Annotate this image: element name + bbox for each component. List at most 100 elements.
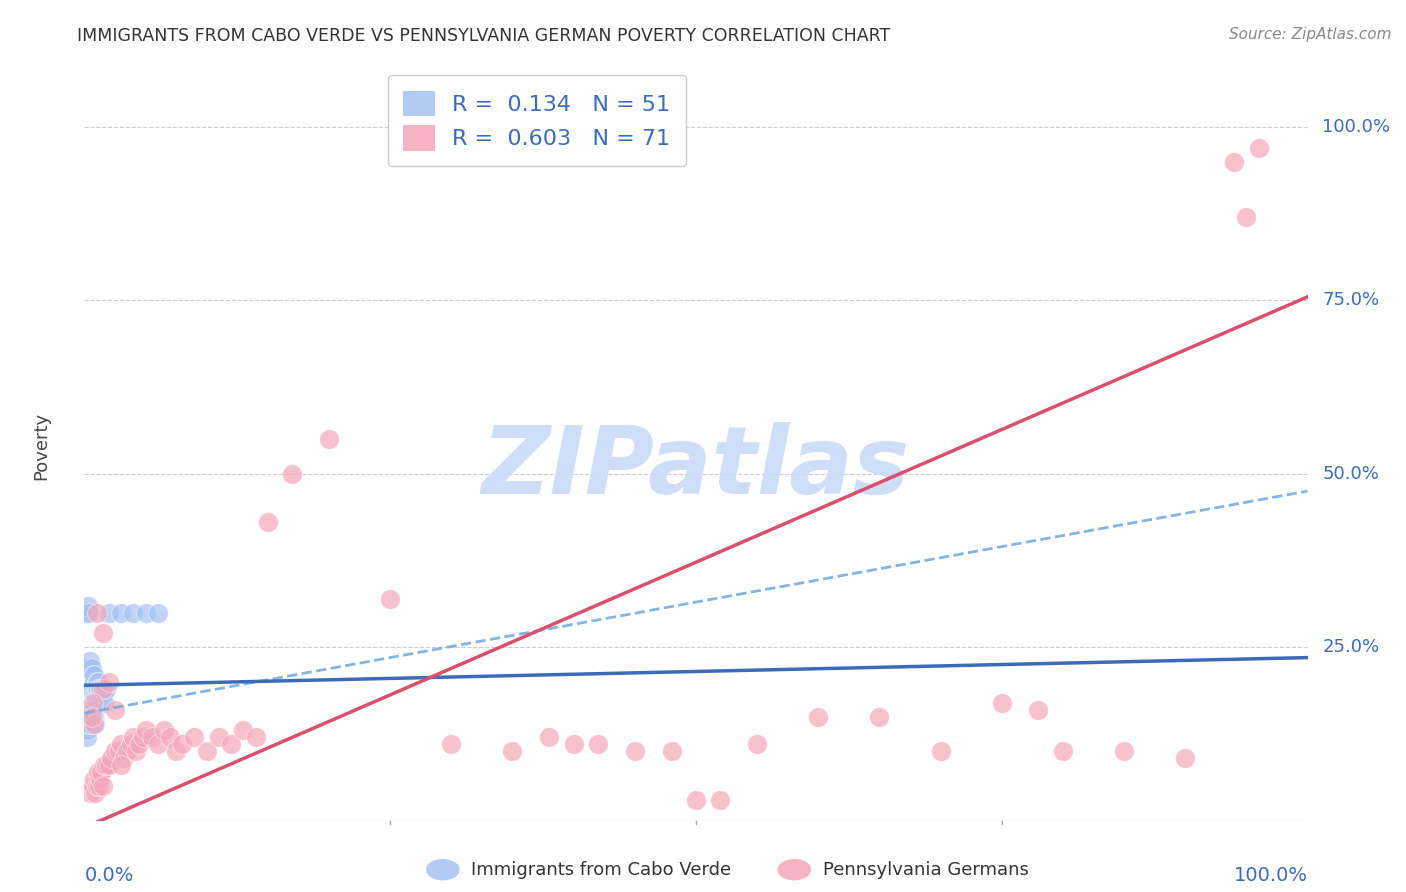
Point: [1114, 744, 1136, 758]
Point: [89, 689, 111, 703]
Point: [96, 681, 118, 696]
Point: [82, 779, 104, 793]
Text: 0.0%: 0.0%: [84, 865, 134, 885]
Point: [77, 606, 100, 620]
Point: [77, 661, 100, 675]
Legend: R =  0.134   N = 51, R =  0.603   N = 71: R = 0.134 N = 51, R = 0.603 N = 71: [388, 75, 686, 166]
Point: [83, 709, 105, 723]
Point: [77, 709, 100, 723]
Point: [318, 432, 340, 446]
Point: [107, 744, 129, 758]
Text: Poverty: Poverty: [32, 412, 51, 480]
Text: Pennsylvania Germans: Pennsylvania Germans: [823, 861, 1028, 879]
Point: [83, 716, 105, 731]
Point: [208, 731, 231, 745]
Point: [93, 758, 115, 772]
Point: [82, 674, 104, 689]
Point: [79, 786, 101, 800]
Point: [76, 731, 98, 745]
Point: [281, 467, 304, 481]
Point: [84, 689, 107, 703]
Point: [77, 599, 100, 613]
Point: [807, 709, 830, 723]
Point: [77, 661, 100, 675]
Point: [79, 674, 101, 689]
Point: [685, 793, 707, 807]
Point: [709, 793, 731, 807]
Point: [104, 744, 127, 758]
Text: 75.0%: 75.0%: [1322, 292, 1379, 310]
Point: [183, 731, 205, 745]
Point: [86, 681, 108, 696]
Point: [97, 606, 120, 620]
Point: [1247, 141, 1270, 155]
Point: [87, 674, 110, 689]
Point: [232, 723, 254, 738]
Point: [84, 681, 107, 696]
Point: [82, 681, 104, 696]
Point: [146, 606, 169, 620]
Point: [87, 681, 110, 696]
Point: [82, 696, 104, 710]
Text: IMMIGRANTS FROM CABO VERDE VS PENNSYLVANIA GERMAN POVERTY CORRELATION CHART: IMMIGRANTS FROM CABO VERDE VS PENNSYLVAN…: [77, 27, 890, 45]
Point: [86, 689, 108, 703]
Point: [991, 696, 1014, 710]
Point: [91, 681, 114, 696]
Point: [90, 681, 112, 696]
Point: [79, 681, 101, 696]
Point: [661, 744, 683, 758]
Point: [86, 606, 108, 620]
Text: 100.0%: 100.0%: [1322, 118, 1391, 136]
Point: [165, 744, 187, 758]
Point: [80, 709, 103, 723]
Point: [89, 681, 111, 696]
Point: [91, 779, 114, 793]
Point: [159, 731, 181, 745]
Point: [110, 737, 132, 751]
Point: [77, 703, 100, 717]
Text: 50.0%: 50.0%: [1322, 465, 1379, 483]
Point: [440, 737, 463, 751]
Point: [77, 723, 100, 738]
Point: [538, 731, 561, 745]
Point: [1174, 751, 1197, 765]
Point: [869, 709, 891, 723]
Point: [80, 674, 103, 689]
Point: [747, 737, 769, 751]
Point: [245, 731, 267, 745]
Point: [91, 626, 114, 640]
Point: [110, 606, 132, 620]
Text: Source: ZipAtlas.com: Source: ZipAtlas.com: [1229, 27, 1392, 42]
Point: [172, 737, 194, 751]
Point: [146, 737, 169, 751]
Point: [76, 723, 98, 738]
Point: [135, 723, 157, 738]
Point: [77, 716, 100, 731]
Point: [87, 689, 110, 703]
Point: [128, 737, 150, 751]
Point: [86, 779, 108, 793]
Point: [76, 606, 98, 620]
Text: ZIPatlas: ZIPatlas: [482, 423, 910, 515]
Point: [120, 737, 142, 751]
Point: [502, 744, 524, 758]
Point: [125, 744, 148, 758]
Point: [82, 668, 104, 682]
Point: [84, 716, 107, 731]
Point: [93, 696, 115, 710]
Point: [83, 772, 105, 786]
Point: [79, 654, 101, 668]
Point: [132, 731, 155, 745]
Point: [86, 674, 108, 689]
Point: [79, 668, 101, 682]
Point: [87, 696, 110, 710]
Point: [83, 668, 105, 682]
Point: [219, 737, 242, 751]
Text: Immigrants from Cabo Verde: Immigrants from Cabo Verde: [471, 861, 731, 879]
Text: 100.0%: 100.0%: [1233, 865, 1308, 885]
Point: [100, 751, 122, 765]
Point: [80, 668, 103, 682]
Point: [82, 703, 104, 717]
Point: [929, 744, 952, 758]
Point: [135, 606, 157, 620]
